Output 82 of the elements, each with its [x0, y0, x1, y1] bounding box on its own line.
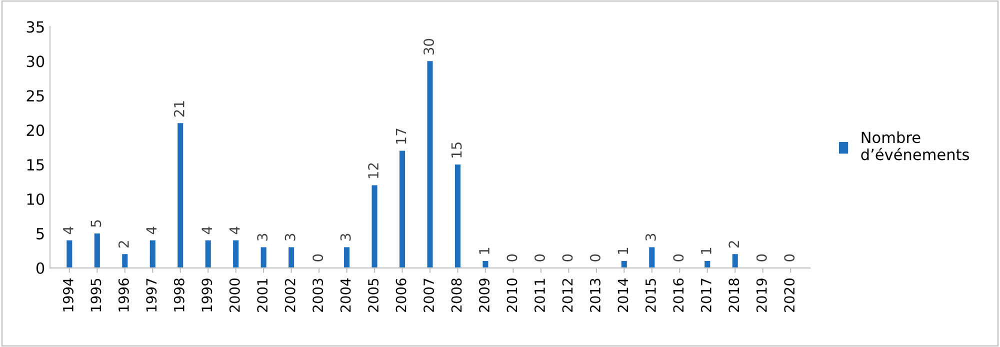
data-label: 0	[673, 254, 684, 262]
x-tick-label: 2002	[284, 279, 296, 312]
x-tick-label: 2000	[229, 278, 240, 312]
x-tick-label: 2007	[424, 278, 434, 312]
x-tick-label: 2014	[618, 278, 628, 312]
bar	[260, 247, 266, 268]
data-label: 4	[202, 226, 212, 234]
bar	[344, 247, 350, 268]
x-tick-label: 1997	[146, 278, 157, 312]
data-label: 12	[368, 163, 378, 178]
x-tick-label: 2009	[479, 278, 490, 312]
data-label: 0	[506, 254, 518, 262]
bar	[66, 240, 72, 268]
x-tick-label: 1998	[174, 278, 184, 312]
data-label: 21	[174, 101, 184, 117]
bar	[482, 260, 488, 268]
data-label: 3	[257, 234, 268, 241]
data-label: 0	[590, 254, 600, 262]
data-label: 1	[701, 248, 712, 254]
bar	[454, 164, 461, 268]
x-tick-label: 2018	[728, 278, 740, 312]
data-label: 0	[312, 254, 324, 262]
bar	[649, 247, 655, 268]
data-label: 4	[146, 226, 156, 234]
y-tick-label: 5	[36, 228, 44, 240]
y-tick-label: 30	[26, 56, 44, 68]
x-tick-label: 2006	[396, 278, 406, 312]
bar	[178, 123, 184, 268]
data-label: 3	[284, 234, 296, 241]
bar	[122, 254, 128, 268]
data-label: 0	[756, 254, 767, 262]
x-tick-label: 1999	[202, 278, 212, 312]
data-label: 0	[534, 254, 545, 262]
y-tick-label: 20	[26, 124, 44, 136]
bar	[372, 185, 378, 268]
data-label: 2	[728, 241, 739, 248]
bar	[621, 260, 627, 268]
bar	[427, 61, 433, 268]
bar	[94, 233, 100, 268]
x-tick-label: 2019	[756, 278, 767, 312]
bar	[288, 247, 294, 268]
data-label: 0	[784, 254, 795, 262]
x-tick-label: 2003	[312, 278, 324, 312]
bar	[150, 240, 156, 268]
x-tick-label: 1996	[118, 278, 129, 312]
data-label: 1	[479, 248, 490, 254]
y-tick-label: 25	[26, 90, 44, 102]
bar	[704, 260, 710, 268]
data-label: 3	[645, 234, 656, 241]
y-tick-label: 0	[36, 262, 44, 274]
x-tick-label: 1995	[90, 278, 102, 312]
bar	[233, 240, 239, 268]
x-tick-label: 2011	[534, 278, 545, 312]
data-label: 30	[424, 38, 434, 55]
legend-label: Nombre d’événements	[861, 131, 969, 160]
x-tick-label: 2016	[673, 278, 684, 312]
x-tick-label: 1994	[62, 278, 74, 312]
data-label: 4	[230, 226, 240, 234]
x-tick-label: 2010	[506, 278, 518, 312]
x-tick-label: 2012	[562, 279, 573, 312]
x-tick-label: 2001	[257, 278, 268, 312]
x-tick-label: 2013	[590, 278, 600, 312]
data-label: 3	[340, 234, 351, 241]
bar	[399, 150, 406, 268]
data-label: 2	[118, 241, 129, 248]
data-label: 4	[63, 226, 74, 234]
data-label: 15	[451, 142, 462, 158]
bar	[205, 240, 211, 268]
y-tick-label: 35	[26, 21, 44, 33]
bar	[732, 254, 738, 268]
data-label: 17	[396, 128, 406, 144]
data-label: 5	[90, 220, 102, 227]
data-label: 1	[618, 248, 628, 254]
x-tick-label: 2017	[700, 278, 712, 312]
x-tick-label: 2004	[340, 278, 351, 312]
x-tick-label: 2008	[451, 278, 462, 312]
x-tick-label: 2005	[368, 278, 379, 312]
y-tick-label: 10	[27, 193, 44, 205]
y-tick-label: 15	[27, 159, 44, 171]
x-tick-label: 2015	[645, 278, 656, 312]
data-label: 0	[562, 254, 573, 262]
x-tick-label: 2020	[784, 278, 795, 312]
